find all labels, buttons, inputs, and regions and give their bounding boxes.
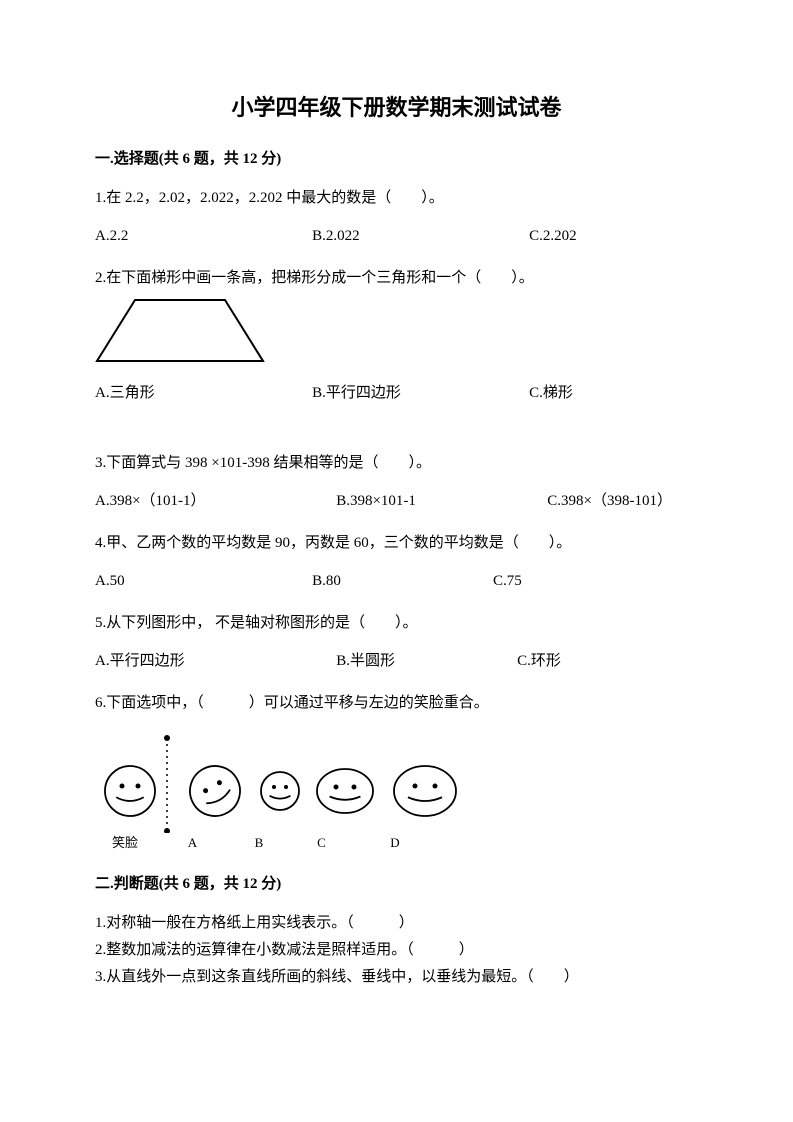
q6-text: 6.下面选项中，（ ）可以通过平移与左边的笑脸重合。 [95,691,698,715]
s2-question-2: 2.整数加减法的运算律在小数减法是照样适用。（ ） [95,938,698,962]
q1-option-c: C.2.202 [529,224,698,248]
q3-text: 3.下面算式与 398 ×101-398 结果相等的是（ ）。 [95,451,698,475]
q3-option-a: A.398×（101-1） [95,489,336,513]
page-title: 小学四年级下册数学期末测试试卷 [95,90,698,125]
q3-option-b: B.398×101-1 [336,489,547,513]
q1-options: A.2.2 B.2.022 C.2.202 [95,224,698,248]
q5-text: 5.从下列图形中， 不是轴对称图形的是（ ）。 [95,611,698,635]
q2-option-c: C.梯形 [529,381,698,405]
s2-question-1: 1.对称轴一般在方格纸上用实线表示。（ ） [95,911,698,935]
faces-svg [95,733,475,833]
q4-options: A.50 B.80 C.75 [95,569,698,593]
trapezoid-figure [95,298,698,363]
q4-option-b: B.80 [312,569,493,593]
q5-option-c: C.环形 [517,649,698,673]
faces-figure: 笑脸 A B C D [95,733,698,854]
q3-option-c: C.398×（398-101） [547,489,698,513]
q4-option-c: C.75 [493,569,698,593]
section2-header: 二.判断题(共 6 题，共 12 分) [95,872,698,896]
question-1: 1.在 2.2，2.02，2.022，2.202 中最大的数是（ ）。 A.2.… [95,186,698,248]
q5-option-b: B.半圆形 [336,649,517,673]
q1-text: 1.在 2.2，2.02，2.022，2.202 中最大的数是（ ）。 [95,186,698,210]
q2-option-a: A.三角形 [95,381,312,405]
question-6: 6.下面选项中，（ ）可以通过平移与左边的笑脸重合。 笑脸 A B C D [95,691,698,854]
question-2: 2.在下面梯形中画一条高，把梯形分成一个三角形和一个（ ）。 A.三角形 B.平… [95,266,698,405]
face-label-ref: 笑脸 [95,833,155,854]
q4-text: 4.甲、乙两个数的平均数是 90，丙数是 60，三个数的平均数是（ ）。 [95,531,698,555]
q5-options: A.平行四边形 B.半圆形 C.环形 [95,649,698,673]
q5-option-a: A.平行四边形 [95,649,336,673]
s2-question-3: 3.从直线外一点到这条直线所画的斜线、垂线中，以垂线为最短。（ ） [95,965,698,989]
q2-text: 2.在下面梯形中画一条高，把梯形分成一个三角形和一个（ ）。 [95,266,698,290]
face-label-b: B [230,833,288,854]
q2-options: A.三角形 B.平行四边形 C.梯形 [95,381,698,405]
q1-option-a: A.2.2 [95,224,312,248]
q2-option-b: B.平行四边形 [312,381,529,405]
face-label-c: C [288,833,355,854]
q1-option-b: B.2.022 [312,224,529,248]
question-3: 3.下面算式与 398 ×101-398 结果相等的是（ ）。 A.398×（1… [95,451,698,513]
q3-options: A.398×（101-1） B.398×101-1 C.398×（398-101… [95,489,698,513]
trapezoid-svg [95,298,265,363]
question-5: 5.从下列图形中， 不是轴对称图形的是（ ）。 A.平行四边形 B.半圆形 C.… [95,611,698,673]
question-4: 4.甲、乙两个数的平均数是 90，丙数是 60，三个数的平均数是（ ）。 A.5… [95,531,698,593]
section1-header: 一.选择题(共 6 题，共 12 分) [95,147,698,171]
face-label-d: D [355,833,435,854]
face-labels: 笑脸 A B C D [95,833,698,854]
q4-option-a: A.50 [95,569,312,593]
face-label-a: A [155,833,230,854]
